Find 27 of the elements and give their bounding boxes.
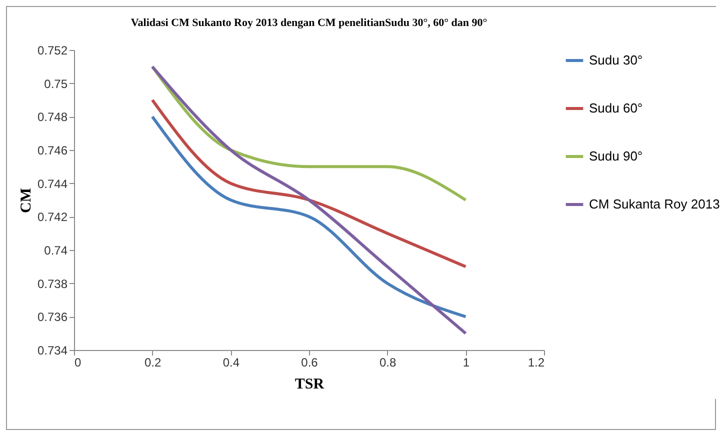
x-tick-label: 0.2 <box>144 356 162 370</box>
chart-title: Validasi CM Sukanto Roy 2013 dengan CM penelitianSudu 30°, 60° dan 90° <box>130 17 488 29</box>
y-tick-label: 0.736 <box>37 310 68 324</box>
y-tick-label: 0.738 <box>37 276 68 291</box>
x-axis-title: TSR <box>294 376 324 392</box>
legend-label: CM Sukanta Roy 2013 <box>589 196 720 212</box>
y-tick-label: 0.752 <box>37 44 68 58</box>
line-series <box>150 65 468 335</box>
y-tick-label: 0.742 <box>37 210 68 224</box>
y-tick-label: 0.744 <box>37 176 68 191</box>
legend-label: Sudu 60° <box>589 100 643 116</box>
y-tick-label: 0.75 <box>44 76 68 91</box>
y-tick-label: 0.748 <box>37 110 68 124</box>
legend-label: Sudu 30° <box>589 52 643 68</box>
x-tick-label: 0 <box>74 356 82 370</box>
x-tick-label: 0.8 <box>379 356 396 370</box>
x-tick-label: 1.2 <box>528 356 545 370</box>
y-axis-title: CM <box>18 188 34 213</box>
y-tick-label: 0.746 <box>37 144 68 158</box>
y-tick-label: 0.74 <box>44 244 68 258</box>
line-series <box>150 98 468 268</box>
legend-label: Sudu 90° <box>589 148 643 164</box>
line-series <box>150 115 468 318</box>
x-tick-label: 0.6 <box>301 356 318 370</box>
y-tick-label: 0.734 <box>37 344 68 358</box>
x-tick-label: 0.4 <box>222 356 240 370</box>
x-tick-label: 1 <box>462 356 470 370</box>
